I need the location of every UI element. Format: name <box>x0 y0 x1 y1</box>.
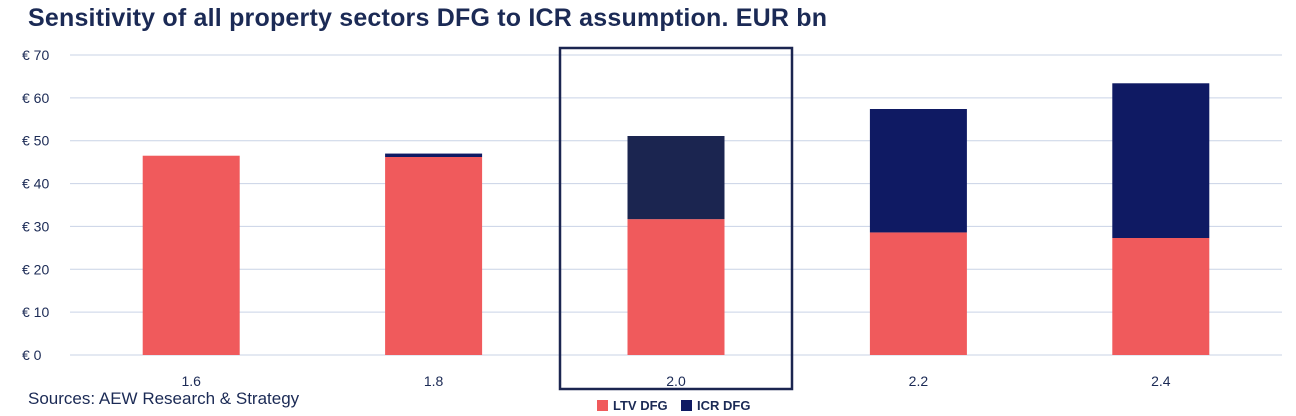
y-tick-label: € 40 <box>22 176 49 192</box>
bar-ltv-1-8 <box>385 157 483 355</box>
x-tick-label: 1.6 <box>181 373 201 389</box>
source-note: Sources: AEW Research & Strategy <box>28 389 300 408</box>
x-tick-label: 1.8 <box>424 373 444 389</box>
y-tick-label: € 70 <box>22 47 49 63</box>
legend-swatch-ltv <box>597 400 608 411</box>
bar-ltv-1-6 <box>142 155 240 355</box>
x-tick-label: 2.2 <box>909 373 929 389</box>
highlight-frame <box>558 46 794 391</box>
bar-icr-2-0 <box>627 136 725 220</box>
legend-label-ltv: LTV DFG <box>613 398 668 413</box>
y-tick-label: € 50 <box>22 133 49 149</box>
bar-ltv-2-4 <box>1112 238 1210 355</box>
y-tick-label: € 10 <box>22 304 49 320</box>
bar-ltv-2-0 <box>627 219 725 355</box>
x-tick-label: 2.4 <box>1151 373 1171 389</box>
bar-icr-2-2 <box>869 109 967 233</box>
y-tick-label: € 0 <box>22 347 42 363</box>
legend-label-icr: ICR DFG <box>697 398 751 413</box>
legend-item-icr: ICR DFG <box>681 398 750 413</box>
legend-swatch-icr <box>681 400 692 411</box>
bar-icr-2-4 <box>1112 83 1210 239</box>
y-tick-label: € 30 <box>22 218 49 234</box>
x-tick-label: 2.0 <box>666 373 686 389</box>
y-tick-label: € 60 <box>22 90 49 106</box>
bar-icr-1-8 <box>385 153 483 157</box>
chart-title: Sensitivity of all property sectors DFG … <box>28 4 828 32</box>
bar-ltv-2-2 <box>869 232 967 355</box>
legend-item-ltv: LTV DFG <box>597 398 668 413</box>
y-tick-label: € 20 <box>22 261 49 277</box>
